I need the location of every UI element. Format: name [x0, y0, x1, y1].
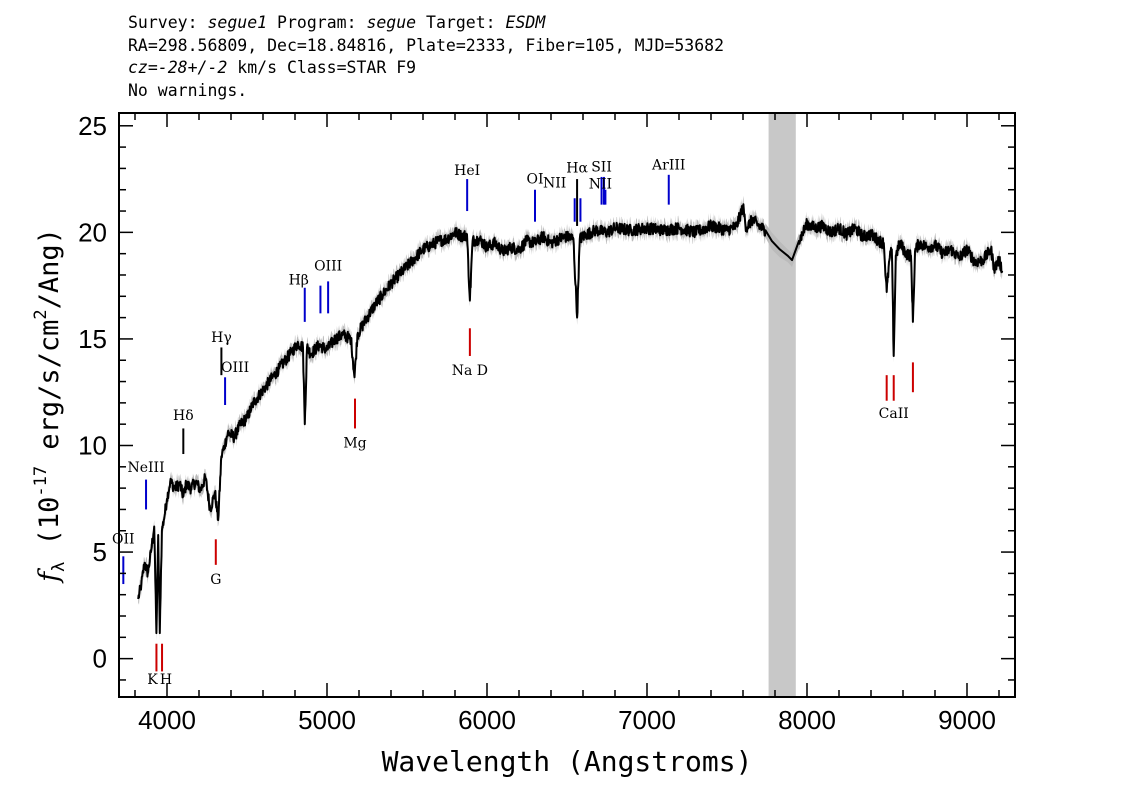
x-tick-label: 8000 [778, 705, 836, 735]
line-marker-label: NII [543, 176, 566, 192]
line-marker-label: OIII [314, 259, 342, 275]
line-marker-label: H [160, 672, 172, 688]
line-marker-h-: Hβ [289, 273, 309, 322]
line-marker-g: G [210, 539, 221, 588]
line-marker-mg: Mg [343, 399, 366, 452]
y-tick-label: 10 [78, 430, 107, 460]
line-marker-ariii: ArIII [651, 157, 685, 204]
line-marker-label: Mg [343, 436, 366, 452]
spectrum-plot: OIINeIIIK HHδGHγOIIIHβOIIIMgHeINa DOI NIIH… [0, 0, 1134, 810]
spectrum-error-band [138, 196, 1002, 641]
line-marker-na-d: Na D [452, 328, 488, 379]
x-tick-label: 4000 [138, 705, 196, 735]
spectrum-figure: Survey: segue1 Program: segue Target: ES… [0, 0, 1134, 810]
y-tick-label: 20 [78, 217, 107, 247]
line-marker-oi: OI [526, 171, 543, 221]
line-marker-nii: NII [589, 177, 612, 205]
line-marker-neiii: NeIII [127, 460, 164, 509]
x-tick-label: 7000 [618, 705, 676, 735]
line-marker-oiii: OIII [221, 360, 249, 405]
line-marker-label: CaII [879, 406, 909, 422]
line-marker-label: SII [591, 160, 612, 176]
y-tick-label: 25 [78, 111, 107, 141]
line-marker-k: K [147, 644, 158, 688]
y-tick-label: 15 [78, 324, 107, 354]
line-marker-label: Na D [452, 363, 488, 379]
line-marker-label: OIII [221, 360, 249, 376]
line-marker-label: G [210, 572, 221, 588]
line-marker-oiii: OIII [314, 259, 342, 314]
x-tick-label: 6000 [458, 705, 516, 735]
x-tick-label: 9000 [938, 705, 996, 735]
line-marker-label: Hγ [211, 330, 232, 346]
line-marker-hei: HeI [454, 163, 480, 211]
spectrum-line [138, 204, 1002, 633]
line-marker-label: NII [589, 177, 612, 193]
line-marker-caii: CaII [879, 375, 909, 422]
line-marker-label: Hβ [289, 273, 309, 289]
line-marker-h: H [160, 644, 172, 688]
line-marker-label: ArIII [651, 157, 685, 173]
line-marker-h-: Hα [566, 161, 588, 226]
line-marker-label: HeI [454, 163, 480, 179]
x-tick-label: 5000 [298, 705, 356, 735]
line-marker-label: NeIII [127, 460, 164, 476]
x-axis-label: Wavelength (Angstroms) [382, 745, 753, 778]
y-tick-label: 0 [93, 644, 107, 674]
line-marker-h-: Hδ [173, 408, 194, 454]
masked-region [769, 113, 796, 697]
line-marker-label: OI [526, 171, 543, 187]
line-marker-oii: OII [112, 532, 135, 584]
line-marker-label: Hδ [173, 408, 194, 424]
line-marker-label: OII [112, 532, 135, 548]
line-marker-label: Hα [566, 161, 588, 177]
y-axis-label: fλ (10-17 erg/s/cm2/Ang) [31, 228, 69, 584]
line-marker-nii: NII [543, 176, 575, 222]
y-tick-label: 5 [93, 537, 107, 567]
line-marker-label: K [147, 672, 158, 688]
